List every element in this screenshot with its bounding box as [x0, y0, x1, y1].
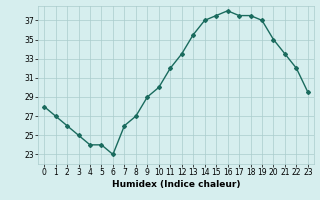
X-axis label: Humidex (Indice chaleur): Humidex (Indice chaleur)	[112, 180, 240, 189]
